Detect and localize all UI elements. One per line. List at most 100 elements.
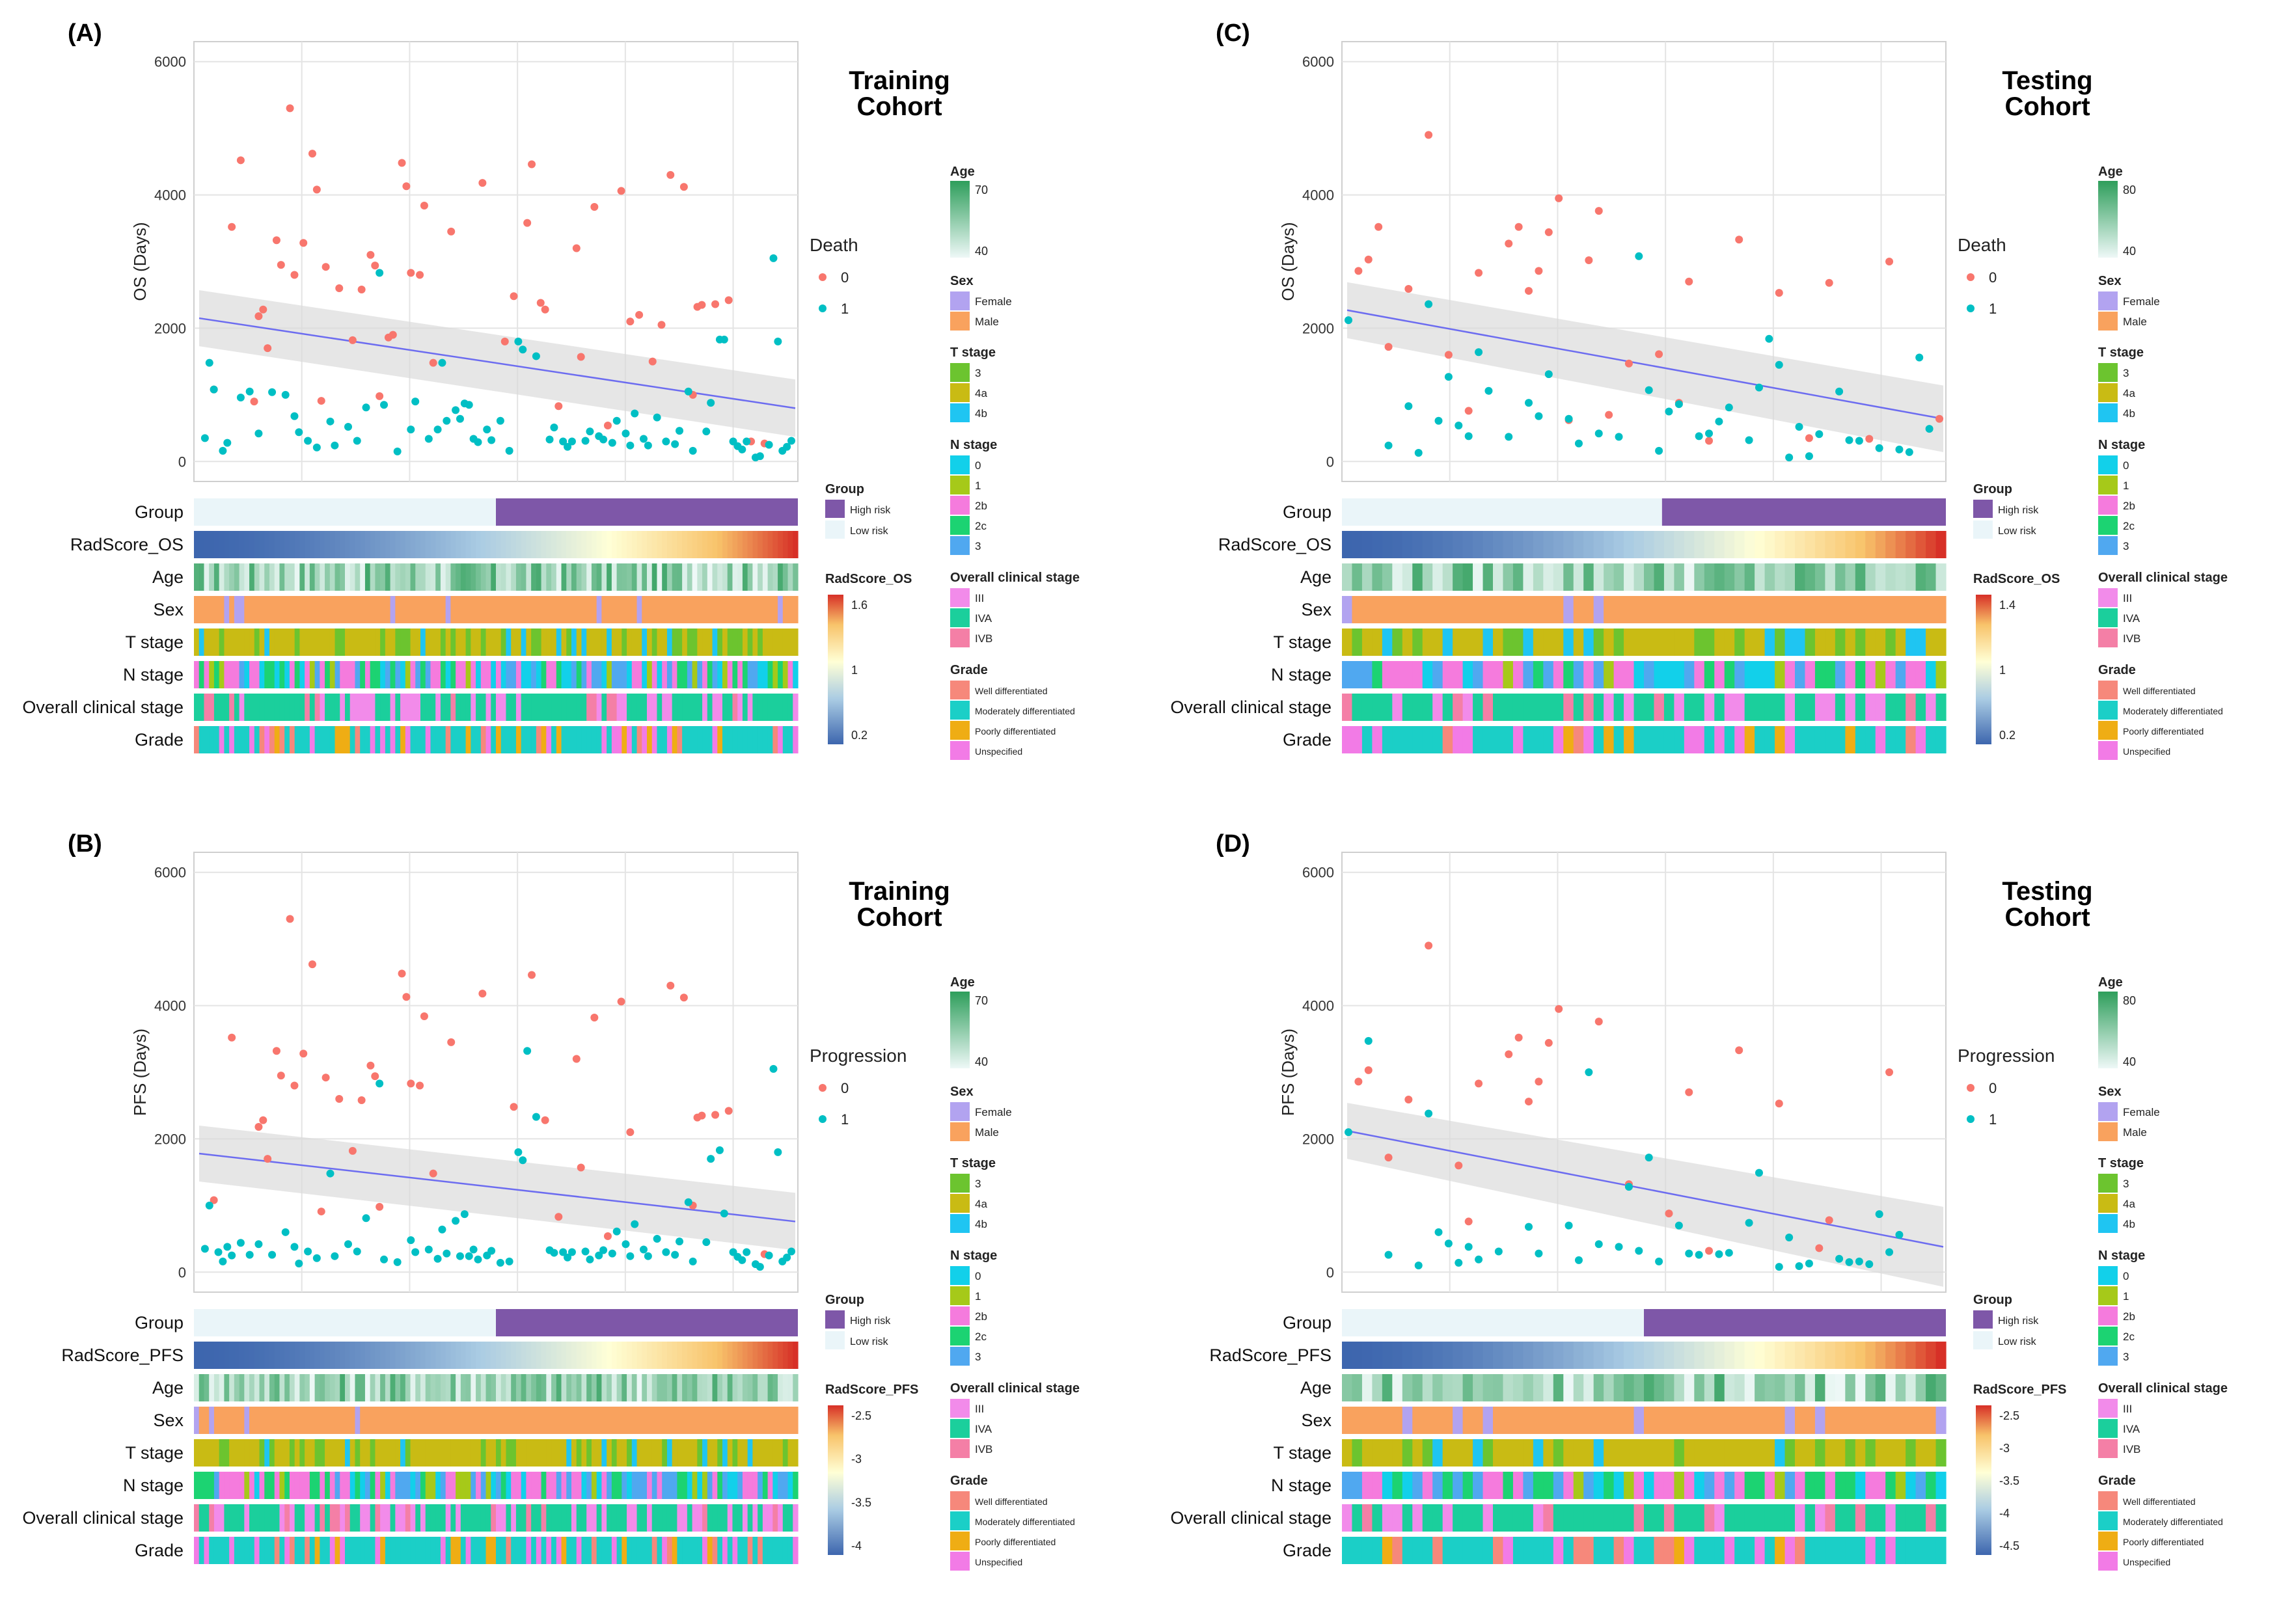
t-stage-cell (692, 1439, 698, 1467)
legend-grade-label: Poorly differentiated (975, 726, 1056, 737)
sex-cell (259, 1407, 265, 1434)
n-stage-cell (758, 661, 763, 688)
point-event-0 (376, 392, 384, 400)
point-event-1 (1414, 1262, 1423, 1270)
grade-cell (521, 1537, 526, 1564)
age-cell (249, 563, 255, 591)
t-stage-cell (244, 629, 250, 656)
t-stage-cell (1663, 1439, 1674, 1467)
n-stage-cell (793, 661, 799, 688)
n-stage-cell (651, 1472, 658, 1499)
point-event-1 (245, 387, 254, 396)
age-cell (712, 563, 718, 591)
y-tick-label: 4000 (154, 187, 186, 204)
overall-stage-cell (772, 1504, 778, 1532)
n-stage-cell (476, 661, 482, 688)
sex-cell (611, 596, 618, 623)
legend-event-1-label: 1 (1989, 1111, 1997, 1128)
n-stage-cell (1684, 1472, 1695, 1499)
point-event-1 (550, 424, 558, 432)
grade-cell (1473, 1537, 1484, 1564)
legend-score-tick: -3 (1999, 1442, 2010, 1455)
legend-overall-stage-swatch (950, 1399, 970, 1418)
n-stage-cell (1704, 661, 1715, 688)
age-cell (531, 1374, 537, 1401)
sex-cell (692, 1407, 698, 1434)
point-event-1 (1434, 1228, 1443, 1236)
overall-stage-cell (627, 1504, 633, 1532)
radscore-cell (244, 1342, 250, 1369)
regression-line (1346, 309, 1944, 420)
overall-stage-cell (1915, 694, 1926, 721)
legend-score-tick: 1.6 (851, 599, 868, 612)
legend-age-tick: 70 (975, 183, 988, 196)
t-stage-cell (1724, 629, 1735, 656)
t-stage-cell (1764, 629, 1775, 656)
n-stage-cell (692, 1472, 698, 1499)
overall-stage-cell (1644, 1504, 1655, 1532)
radscore-cell (782, 531, 789, 558)
grade-cell (229, 1537, 235, 1564)
age-cell (596, 563, 602, 591)
grade-cell (1895, 726, 1906, 753)
t-stage-cell (782, 629, 789, 656)
point-event-1 (545, 435, 554, 444)
overall-stage-cell (1755, 1504, 1766, 1532)
overall-stage-cell (320, 1504, 325, 1532)
sex-cell (1563, 596, 1574, 623)
point-event-1 (1655, 1257, 1663, 1265)
grade-cell (697, 1537, 703, 1564)
grade-cell (1755, 726, 1766, 753)
age-cell (204, 1374, 210, 1401)
radscore-cell (395, 531, 401, 558)
overall-stage-cell (264, 694, 270, 721)
t-stage-cell (1624, 629, 1635, 656)
n-stage-cell (360, 1472, 366, 1499)
radscore-cell (1633, 531, 1645, 558)
age-cell (1442, 563, 1453, 591)
overall-stage-cell (1442, 694, 1453, 721)
overall-stage-cell (1422, 1504, 1433, 1532)
radscore-cell (204, 531, 210, 558)
radscore-cell (767, 531, 773, 558)
grade-cell (309, 726, 316, 753)
overall-stage-cell (1835, 694, 1846, 721)
radscore-cell (194, 1342, 200, 1369)
sex-cell (546, 596, 552, 623)
grade-cell (254, 726, 260, 753)
n-stage-cell (224, 1472, 230, 1499)
t-stage-cell (581, 1439, 587, 1467)
legend-grade-label: Unspecified (2123, 1557, 2170, 1567)
sex-cell (622, 1407, 627, 1434)
point-event-1 (1895, 445, 1904, 453)
grade-cell (767, 726, 773, 753)
t-stage-cell (627, 629, 633, 656)
n-stage-cell (1583, 1472, 1594, 1499)
legend-group-title: Group (825, 1293, 864, 1307)
overall-stage-cell (1764, 1504, 1775, 1532)
sex-cell (360, 1407, 366, 1434)
n-stage-cell (717, 1472, 723, 1499)
overall-stage-cell (1795, 694, 1806, 721)
sex-cell (702, 596, 708, 623)
title-line-2: Cohort (856, 903, 942, 932)
legend-t-stage-label: 4b (2123, 407, 2135, 420)
overall-stage-cell (415, 1504, 421, 1532)
legend-overall-stage-label: III (2123, 1403, 2132, 1415)
point-event-1 (1765, 334, 1773, 343)
legend-grade-swatch (2098, 1491, 2118, 1510)
age-cell (561, 563, 567, 591)
grade-cell (521, 726, 526, 753)
n-stage-cell (526, 661, 532, 688)
grade-cell (622, 1537, 627, 1564)
grade-cell (385, 1537, 391, 1564)
radscore-cell (1926, 531, 1937, 558)
overall-stage-cell (651, 1504, 658, 1532)
n-stage-cell (254, 1472, 260, 1499)
grade-cell (778, 726, 784, 753)
n-stage-cell (1935, 661, 1947, 688)
overall-stage-cell (607, 1504, 612, 1532)
t-stage-cell (571, 1439, 577, 1467)
n-stage-cell (410, 661, 416, 688)
